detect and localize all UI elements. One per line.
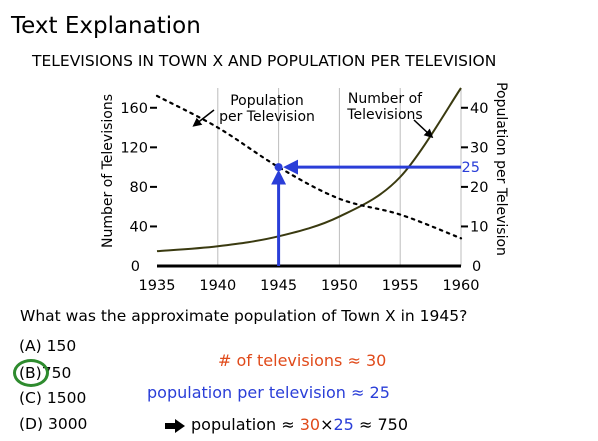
choice-d[interactable]: (D) 3000 — [19, 415, 87, 433]
times-symbol: × — [320, 415, 334, 434]
page-title: Text Explanation — [11, 13, 201, 39]
arrow-right-icon — [165, 418, 185, 433]
choice-a[interactable]: (A) 150 — [19, 337, 76, 355]
annotation-population-pointer — [192, 109, 215, 127]
explanation-line-population: population ≈ 30×25 ≈ 750 — [165, 415, 408, 434]
highlight-value-label: 25 — [462, 160, 480, 176]
series-line-population-per-tv — [155, 94, 463, 240]
exp1-prefix: # of televisions — [218, 351, 343, 370]
y-right-tick-label: 0 — [472, 259, 481, 275]
y-left-tick-label: 80 — [130, 180, 148, 196]
exp3-result: 750 — [377, 415, 408, 434]
labels: 1935 1940 1945 1950 1955 1960 0 40 80 120 160 0 10 20… — [100, 82, 509, 294]
choice-value: 1500 — [46, 389, 87, 407]
annotation-population-label-2: per Television — [219, 109, 315, 125]
y-right-tick-label: 10 — [470, 219, 488, 235]
y-left-tick-label: 40 — [130, 219, 148, 235]
y-right-tick-label: 30 — [470, 140, 488, 156]
series-line-televisions — [156, 87, 462, 253]
highlight: 25 — [271, 159, 480, 266]
annotation-televisions-label: Number of — [348, 91, 423, 107]
question-text: What was the approximate population of T… — [20, 307, 468, 325]
annotation-televisions-label-2: Televisions — [346, 107, 422, 123]
choice-value: 3000 — [47, 415, 88, 433]
x-tick-label: 1945 — [260, 278, 297, 294]
choice-letter: (D) — [19, 415, 44, 433]
y-left-axis-title: Number of Televisions — [100, 94, 116, 248]
choice-c[interactable]: (C) 1500 — [19, 389, 86, 407]
axes — [150, 106, 468, 268]
exp2-value: 25 — [369, 383, 390, 402]
choice-letter: (A) — [19, 337, 42, 355]
y-left-tick-label: 120 — [120, 140, 148, 156]
x-tick-label: 1960 — [443, 278, 480, 294]
approx-symbol: ≈ — [281, 415, 295, 434]
approx-symbol: ≈ — [347, 351, 361, 370]
exp3-prefix: population — [191, 415, 277, 434]
y-left-tick-label: 0 — [131, 259, 140, 275]
chart-title: TELEVISIONS IN TOWN X AND POPULATION PER… — [32, 52, 497, 70]
explanation-line-pop-per-tv: population per television ≈ 25 — [147, 383, 390, 402]
x-tick-label: 1935 — [139, 278, 176, 294]
choice-letter: (C) — [19, 389, 42, 407]
x-tick-label: 1955 — [382, 278, 419, 294]
approx-symbol: ≈ — [351, 383, 365, 402]
chart: 25 1935 1940 1945 1950 1955 19600408012016001… — [100, 82, 509, 294]
choice-value: 150 — [46, 337, 77, 355]
annotation-televisions-pointer — [413, 119, 434, 139]
exp2-prefix: population per television — [147, 383, 346, 402]
highlight-point — [274, 163, 283, 172]
annotation-population-label: Population — [230, 93, 304, 109]
x-tick-label: 1940 — [199, 278, 236, 294]
exp1-value: 30 — [365, 351, 387, 370]
exp3-b: 25 — [333, 415, 354, 434]
approx-symbol: ≈ — [358, 415, 373, 434]
exp3-a: 30 — [299, 415, 321, 434]
choice-value: 750 — [41, 364, 72, 382]
y-left-tick-label: 160 — [120, 101, 148, 117]
explanation-line-tv-count: # of televisions ≈ 30 — [218, 351, 386, 370]
selected-answer-circle — [13, 359, 49, 387]
y-right-axis-title: Population per Television — [493, 82, 509, 256]
x-tick-label: 1950 — [321, 278, 358, 294]
y-right-tick-label: 20 — [470, 180, 488, 196]
series — [155, 87, 463, 253]
y-right-tick-label: 40 — [470, 101, 488, 117]
